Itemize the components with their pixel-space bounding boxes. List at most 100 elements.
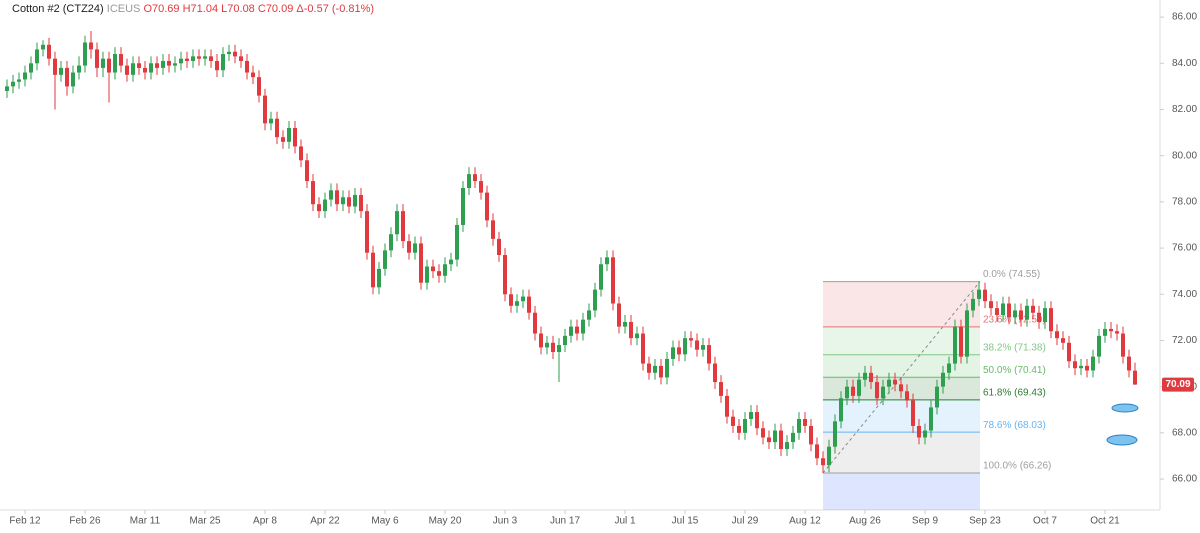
candle-body [341, 197, 345, 205]
y-tick-label: 76.00 [1172, 243, 1197, 254]
candle-body [455, 224, 459, 260]
candle-body [431, 266, 435, 272]
candle-body [827, 446, 831, 466]
fib-label: 23.6% (72.59) [983, 314, 1046, 325]
fib-label: 78.6% (68.03) [983, 420, 1046, 431]
candle-body [701, 345, 705, 350]
x-tick-label: Apr 22 [310, 516, 340, 527]
candle-body [497, 238, 501, 255]
candle-body [221, 54, 225, 71]
candle-body [209, 56, 213, 61]
candle-body [641, 333, 645, 364]
candle-body [407, 241, 411, 253]
candle-body [233, 51, 237, 57]
candle-body [185, 58, 189, 61]
candle-body [389, 234, 393, 251]
candle-body [35, 49, 39, 64]
candle-body [971, 298, 975, 311]
candle-body [371, 252, 375, 288]
candle-body [587, 310, 591, 320]
candle-body [521, 296, 525, 302]
candle-body [575, 326, 579, 334]
candle-body [413, 243, 417, 253]
candle-body [1049, 308, 1053, 332]
candle-body [311, 181, 315, 205]
candle-body [197, 56, 201, 59]
fib-label: 50.0% (70.41) [983, 365, 1046, 376]
candle-body [755, 412, 759, 429]
candle-body [647, 363, 651, 373]
candle-body [251, 72, 255, 78]
candle-body [959, 326, 963, 357]
candle-body [1013, 310, 1017, 318]
candle-body [899, 384, 903, 392]
candle-body [263, 95, 267, 124]
candle-body [1133, 370, 1137, 385]
candle-body [1079, 365, 1083, 369]
candle-body [893, 379, 897, 385]
candle-body [887, 379, 891, 387]
candle-body [551, 342, 555, 353]
candle-body [467, 174, 471, 189]
candle-body [917, 425, 921, 438]
candle-body [1019, 310, 1023, 320]
y-tick-label: 86.00 [1172, 12, 1197, 23]
last-price-label: 70.09 [1165, 379, 1190, 390]
candle-body [527, 296, 531, 313]
candle-body [359, 194, 363, 212]
candle-body [449, 259, 453, 265]
candle-body [749, 412, 753, 419]
candle-body [569, 326, 573, 336]
candle-body [29, 63, 33, 73]
y-tick-label: 80.00 [1172, 150, 1197, 161]
candle-body [47, 44, 51, 59]
candle-body [911, 400, 915, 426]
candle-body [131, 63, 135, 75]
candle-body [1031, 305, 1035, 313]
candle-body [1061, 338, 1065, 343]
candle-body [977, 289, 981, 299]
candle-body [617, 303, 621, 327]
x-tick-label: Oct 7 [1033, 516, 1057, 527]
candle-body [149, 63, 153, 73]
fib-trendline [822, 281, 981, 474]
candle-body [629, 321, 633, 339]
symbol: Cotton #2 (CTZ24) [12, 3, 104, 15]
candle-body [683, 338, 687, 355]
x-tick-label: Sep 23 [969, 516, 1001, 527]
candle-body [95, 49, 99, 68]
drawing-ellipse[interactable] [1106, 434, 1138, 446]
candle-body [851, 386, 855, 396]
candle-body [191, 56, 195, 61]
x-tick-label: Mar 11 [130, 516, 161, 527]
candle-body [347, 197, 351, 207]
candle-body [377, 268, 381, 288]
candle-body [773, 430, 777, 443]
candle-body [1007, 303, 1011, 318]
candle-body [1121, 333, 1125, 357]
candle-body [623, 321, 627, 327]
candle-body [599, 264, 603, 290]
candle-body [515, 301, 519, 306]
candle-body [695, 340, 699, 350]
x-tick-label: Jul 15 [672, 516, 699, 527]
fib-band [823, 281, 980, 327]
header: Cotton #2 (CTZ24) ICEUS O70.69 H71.04 L7… [12, 3, 374, 15]
candle-body [719, 382, 723, 396]
fib-label: 38.2% (71.38) [983, 342, 1046, 353]
candle-body [257, 77, 261, 96]
candle-body [65, 67, 69, 87]
drawing-ellipse[interactable] [1111, 403, 1139, 413]
candle-body [17, 79, 21, 82]
last-price-badge [1162, 377, 1194, 392]
candle-body [767, 437, 771, 443]
candle-body [137, 63, 141, 68]
exchange: ICEUS [107, 3, 141, 15]
candle-body [1091, 356, 1095, 371]
candle-body [77, 65, 81, 73]
quote-change: Δ-0.57 (-0.81%) [296, 3, 374, 15]
candle-body [875, 382, 879, 399]
candle-body [1085, 365, 1089, 371]
candle-body [857, 379, 861, 396]
candle-body [665, 358, 669, 378]
